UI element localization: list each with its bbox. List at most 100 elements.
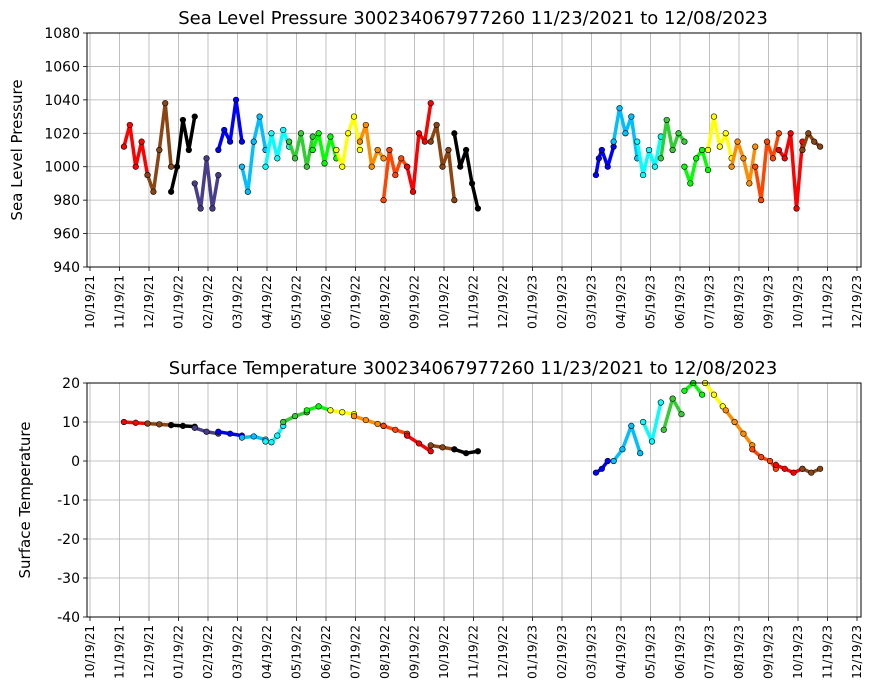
series-3 xyxy=(191,155,222,212)
data-point xyxy=(468,180,476,187)
data-point xyxy=(811,138,818,145)
data-point xyxy=(291,413,299,420)
series-21 xyxy=(728,138,759,187)
series-line xyxy=(405,102,433,194)
x-tick-label: 11/19/21 xyxy=(113,275,127,329)
series-22 xyxy=(749,446,779,472)
series-16 xyxy=(610,105,641,162)
series-13 xyxy=(427,121,458,204)
data-point xyxy=(660,426,667,433)
x-tick-label: 06/19/23 xyxy=(673,625,687,679)
data-point xyxy=(592,469,600,476)
data-point xyxy=(622,130,629,137)
chart-title: Sea Level Pressure 300234067977260 11/23… xyxy=(178,8,768,29)
series-line xyxy=(334,114,362,169)
data-point xyxy=(610,138,617,145)
data-point xyxy=(303,407,310,414)
data-point xyxy=(173,163,181,170)
series-line xyxy=(706,114,734,159)
y-tick-label: 1020 xyxy=(44,126,80,142)
data-point xyxy=(758,197,765,204)
x-tick-label: 02/19/23 xyxy=(555,625,569,679)
y-tick-label: 1040 xyxy=(44,93,80,109)
data-point xyxy=(333,146,340,154)
x-tick-label: 03/19/23 xyxy=(585,625,599,679)
y-axis-label: Surface Temperature xyxy=(16,422,34,579)
data-point xyxy=(291,155,299,162)
data-point xyxy=(749,446,756,453)
x-tick-label: 11/19/23 xyxy=(821,275,835,329)
x-tick-label: 11/19/23 xyxy=(821,625,835,679)
x-tick-label: 07/19/23 xyxy=(703,625,717,679)
data-point xyxy=(356,146,364,154)
data-point xyxy=(309,133,316,140)
x-tick-label: 08/19/23 xyxy=(732,275,746,329)
series-18 xyxy=(660,395,685,433)
data-point xyxy=(250,433,257,440)
series-17 xyxy=(634,133,664,179)
data-point xyxy=(280,418,287,426)
series-line xyxy=(775,463,804,475)
data-point xyxy=(790,469,797,476)
data-point xyxy=(704,166,712,174)
data-point xyxy=(728,163,735,170)
data-point xyxy=(781,465,788,472)
sea-level-pressure-panel: Sea Level Pressure 300234067977260 11/23… xyxy=(8,8,864,329)
data-point xyxy=(595,155,602,162)
data-point xyxy=(463,146,470,154)
series-15 xyxy=(592,457,611,476)
data-point xyxy=(327,407,334,414)
data-point xyxy=(704,146,712,154)
data-point xyxy=(415,130,423,137)
y-tick-label: -10 xyxy=(57,493,80,509)
x-tick-label: 09/19/22 xyxy=(408,625,422,679)
x-tick-label: 01/19/22 xyxy=(172,275,186,329)
data-point xyxy=(238,163,246,170)
data-point xyxy=(781,155,788,162)
data-point xyxy=(634,138,641,145)
data-point xyxy=(817,143,824,150)
data-point xyxy=(433,121,440,129)
y-tick-label: 0 xyxy=(71,454,80,470)
x-tick-label: 06/19/22 xyxy=(319,275,333,329)
series-9 xyxy=(333,113,364,170)
series-1 xyxy=(144,100,175,195)
series-4 xyxy=(215,96,246,154)
data-point xyxy=(380,422,387,430)
data-point xyxy=(221,126,228,134)
series-line xyxy=(429,123,457,201)
data-point xyxy=(374,420,381,428)
x-tick-label: 05/19/22 xyxy=(290,625,304,679)
x-tick-label: 12/19/21 xyxy=(142,625,156,679)
data-point xyxy=(362,416,369,424)
data-point xyxy=(808,469,815,476)
x-tick-label: 07/19/22 xyxy=(349,625,363,679)
x-tick-label: 02/19/23 xyxy=(555,275,569,329)
data-point xyxy=(740,155,747,162)
x-tick-label: 11/19/22 xyxy=(467,275,481,329)
data-point xyxy=(415,440,423,447)
series-line xyxy=(452,132,480,209)
y-tick-label: -30 xyxy=(57,571,80,587)
data-point xyxy=(120,418,128,426)
series-20 xyxy=(701,379,726,410)
x-tick-label: 02/19/22 xyxy=(201,275,215,329)
data-point xyxy=(398,155,405,162)
data-point xyxy=(262,163,269,170)
series-5 xyxy=(238,113,269,195)
data-point xyxy=(409,188,417,195)
data-point xyxy=(427,448,434,455)
data-point xyxy=(421,138,428,145)
data-point xyxy=(191,424,198,431)
series-23 xyxy=(775,130,806,212)
data-point xyxy=(616,105,623,112)
x-tick-label: 12/19/23 xyxy=(850,275,864,329)
data-point xyxy=(274,432,281,439)
data-point xyxy=(191,180,198,187)
data-point xyxy=(150,188,157,195)
data-point xyxy=(592,171,600,179)
data-point xyxy=(362,121,369,129)
data-point xyxy=(775,130,782,137)
data-point xyxy=(356,138,364,145)
data-point xyxy=(451,197,458,204)
